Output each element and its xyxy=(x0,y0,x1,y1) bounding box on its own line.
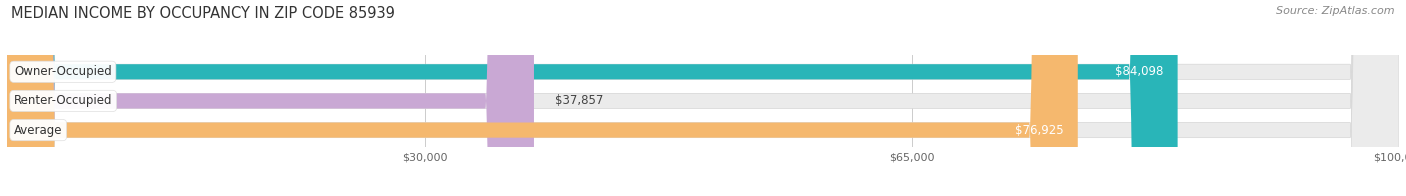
Text: $84,098: $84,098 xyxy=(1115,65,1164,78)
FancyBboxPatch shape xyxy=(7,0,534,196)
FancyBboxPatch shape xyxy=(7,0,1078,196)
Text: Renter-Occupied: Renter-Occupied xyxy=(14,94,112,107)
Text: $37,857: $37,857 xyxy=(555,94,603,107)
Text: Average: Average xyxy=(14,124,62,137)
Text: Source: ZipAtlas.com: Source: ZipAtlas.com xyxy=(1277,6,1395,16)
FancyBboxPatch shape xyxy=(7,0,1399,196)
FancyBboxPatch shape xyxy=(7,0,1399,196)
Text: MEDIAN INCOME BY OCCUPANCY IN ZIP CODE 85939: MEDIAN INCOME BY OCCUPANCY IN ZIP CODE 8… xyxy=(11,6,395,21)
FancyBboxPatch shape xyxy=(7,0,1178,196)
Text: Owner-Occupied: Owner-Occupied xyxy=(14,65,111,78)
Text: $76,925: $76,925 xyxy=(1015,124,1064,137)
FancyBboxPatch shape xyxy=(7,0,1399,196)
